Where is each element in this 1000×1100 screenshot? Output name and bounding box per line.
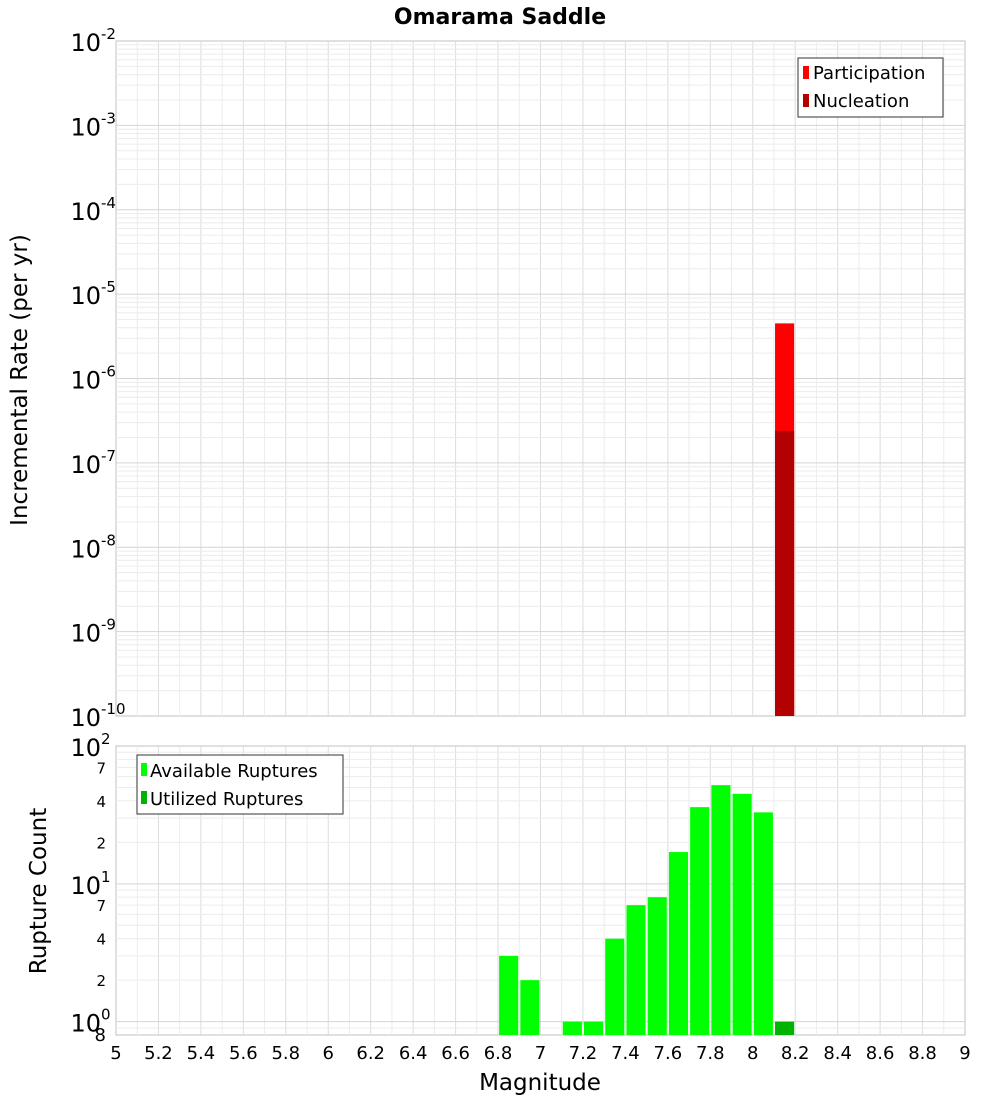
y-tick-label: 10 xyxy=(70,704,101,732)
bar-available-ruptures xyxy=(562,1021,582,1035)
x-tick-label: 7.8 xyxy=(696,1043,725,1064)
x-tick-label: 5.4 xyxy=(187,1043,216,1064)
y-tick-label: 10 xyxy=(70,29,101,57)
x-tick-label: 7.4 xyxy=(611,1043,640,1064)
y-tick-exponent: -6 xyxy=(101,363,116,381)
y-minor-tick-label: 7 xyxy=(96,897,106,915)
y-minor-tick-label: 4 xyxy=(96,793,106,811)
y-tick-exponent: -7 xyxy=(101,447,116,465)
count-grid xyxy=(116,746,965,1035)
x-tick-label: 8.6 xyxy=(866,1043,895,1064)
bar-utilized-ruptures xyxy=(775,1021,795,1035)
bar-available-ruptures xyxy=(753,812,773,1035)
legend-swatch-participation xyxy=(803,66,809,79)
rate-legend: Participation Nucleation xyxy=(797,57,944,118)
legend-label-utilized: Utilized Ruptures xyxy=(150,789,303,810)
y-tick-label: 10 xyxy=(70,367,101,395)
y-tick-label: 10 xyxy=(70,282,101,310)
y-tick-exponent: -3 xyxy=(101,109,116,127)
y-tick-label: 10 xyxy=(70,451,101,479)
y-tick-exponent: -5 xyxy=(101,278,116,296)
y-minor-tick-label: 2 xyxy=(96,972,106,990)
y-tick-label: 10 xyxy=(70,198,101,226)
bar-available-ruptures xyxy=(711,785,731,1035)
bar-available-ruptures xyxy=(584,1021,604,1035)
y-tick-exponent: 2 xyxy=(101,730,111,748)
rate-panel: 10-210-310-410-510-610-710-810-910-10 In… xyxy=(7,25,966,732)
y-tick-exponent: -8 xyxy=(101,531,116,549)
count-bars xyxy=(499,785,795,1035)
x-tick-label: 7 xyxy=(535,1043,546,1064)
y-tick-exponent: 1 xyxy=(101,868,111,886)
count-legend-box xyxy=(136,754,344,815)
x-tick-label: 6.4 xyxy=(399,1043,428,1064)
x-axis-label: Magnitude xyxy=(479,1070,601,1096)
x-tick-label: 8.8 xyxy=(908,1043,937,1064)
count-y-axis-label: Rupture Count xyxy=(26,808,52,974)
y-tick-label: 10 xyxy=(70,872,101,900)
rate-bars xyxy=(775,323,795,716)
y-minor-tick-label: 8 xyxy=(95,1025,106,1046)
bar-available-ruptures xyxy=(668,852,689,1035)
rate-y-ticks: 10-210-310-410-510-610-710-810-910-10 xyxy=(70,25,125,732)
x-tick-label: 5.2 xyxy=(144,1043,173,1064)
bar-nucleation xyxy=(775,430,795,716)
x-tick-label: 7.2 xyxy=(569,1043,598,1064)
y-tick-exponent: -9 xyxy=(101,616,116,634)
rate-y-axis-label: Incremental Rate (per yr) xyxy=(7,234,33,526)
rate-grid xyxy=(116,41,965,716)
y-tick-label: 10 xyxy=(70,620,101,648)
bar-available-ruptures xyxy=(605,938,625,1035)
y-tick-label: 10 xyxy=(70,113,101,141)
x-tick-label: 5.6 xyxy=(229,1043,258,1064)
bar-available-ruptures xyxy=(690,807,710,1035)
legend-swatch-nucleation xyxy=(803,94,809,107)
x-tick-label: 8 xyxy=(747,1043,758,1064)
y-tick-exponent: -4 xyxy=(101,194,116,212)
x-tick-label: 6.2 xyxy=(356,1043,385,1064)
y-minor-tick-label: 2 xyxy=(96,834,106,852)
x-tick-label: 5 xyxy=(110,1043,121,1064)
y-minor-tick-label: 7 xyxy=(96,759,106,777)
y-tick-label: 10 xyxy=(70,535,101,563)
chart-title: Omarama Saddle xyxy=(394,5,606,30)
rate-legend-box xyxy=(797,57,944,118)
legend-swatch-available xyxy=(141,763,147,776)
x-tick-label: 5.8 xyxy=(271,1043,300,1064)
bar-available-ruptures xyxy=(647,897,667,1035)
count-legend: Available Ruptures Utilized Ruptures xyxy=(136,754,344,815)
legend-swatch-utilized xyxy=(141,791,147,804)
x-tick-label: 8.4 xyxy=(823,1043,852,1064)
y-tick-exponent: 0 xyxy=(101,1006,111,1024)
x-tick-label: 6.8 xyxy=(484,1043,513,1064)
y-minor-tick-label: 4 xyxy=(96,931,106,949)
bar-available-ruptures xyxy=(732,793,752,1035)
x-tick-label: 6 xyxy=(323,1043,334,1064)
legend-label-available: Available Ruptures xyxy=(150,761,318,782)
legend-label-nucleation: Nucleation xyxy=(813,91,909,112)
x-tick-label: 8.2 xyxy=(781,1043,810,1064)
y-tick-label: 10 xyxy=(70,1010,101,1038)
x-tick-label: 6.6 xyxy=(441,1043,470,1064)
x-tick-label: 9 xyxy=(959,1043,970,1064)
legend-label-participation: Participation xyxy=(813,63,925,84)
bar-available-ruptures xyxy=(520,980,540,1035)
y-tick-exponent: -2 xyxy=(101,25,116,43)
bar-available-ruptures xyxy=(499,955,519,1035)
x-tick-label: 7.6 xyxy=(654,1043,683,1064)
x-ticks: 5 5.2 5.4 5.6 5.8 6 6.2 6.4 6.6 6.8 7 7.2 7.4 7.6 7.8 8… xyxy=(110,1043,970,1064)
bar-available-ruptures xyxy=(626,905,646,1035)
y-tick-exponent: -10 xyxy=(101,700,126,718)
y-tick-label: 10 xyxy=(70,734,101,762)
